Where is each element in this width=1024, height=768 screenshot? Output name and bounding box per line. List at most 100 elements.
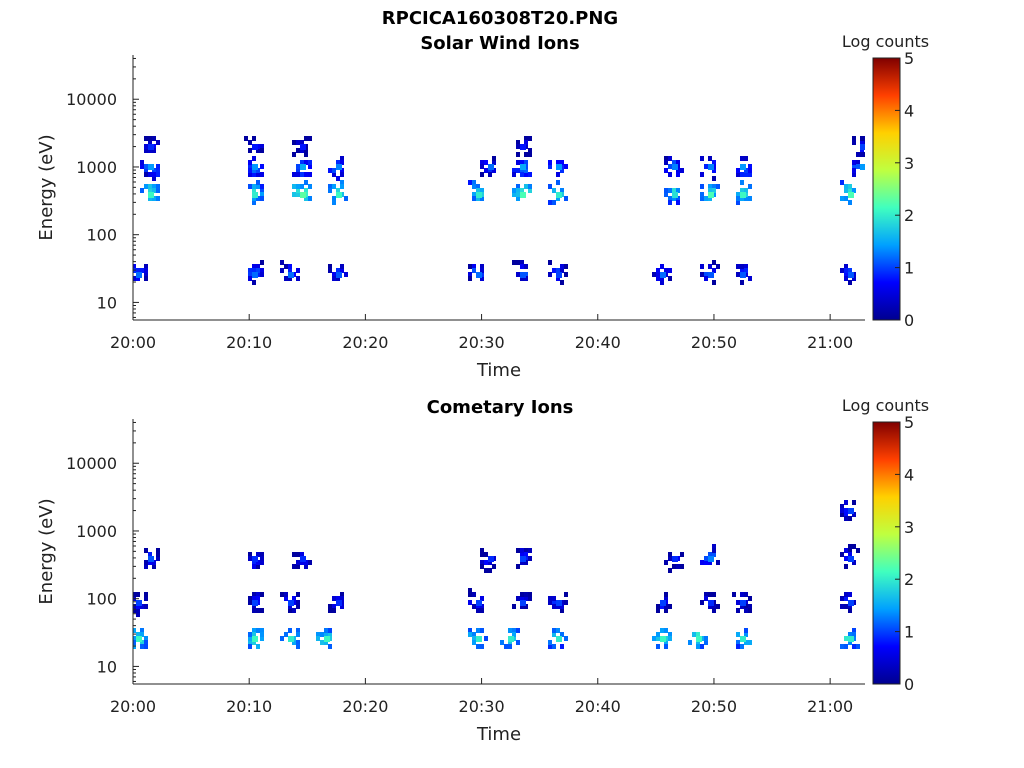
heatmap-cell — [548, 644, 552, 649]
x-tick-label: 20:00 — [110, 697, 156, 716]
heatmap-cell — [692, 632, 696, 637]
heatmap-cell — [844, 596, 848, 601]
y-tick-label: 1000 — [76, 522, 117, 541]
heatmap-cell — [840, 512, 844, 517]
heatmap-cell — [512, 168, 516, 173]
heatmap-cell — [708, 188, 712, 193]
heatmap-cell — [848, 592, 852, 597]
heatmap-cell — [340, 604, 344, 609]
heatmap-cell — [468, 628, 472, 633]
heatmap-blob — [328, 264, 348, 281]
heatmap-cell — [708, 184, 712, 189]
heatmap-cell — [248, 184, 252, 189]
heatmap-cell — [136, 604, 140, 609]
heatmap-cell — [864, 136, 865, 141]
heatmap-cell — [260, 268, 264, 273]
heatmap-cell — [156, 172, 160, 177]
colorbar-tick-label: 4 — [904, 465, 914, 484]
heatmap-cell — [560, 280, 564, 285]
heatmap-cell — [860, 140, 864, 145]
heatmap-cell — [840, 644, 844, 649]
heatmap-cell — [548, 200, 552, 205]
heatmap-cell — [252, 640, 256, 645]
heatmap-cell — [700, 272, 704, 277]
heatmap-blob — [688, 632, 708, 649]
heatmap-cell — [736, 608, 740, 613]
heatmap-cell — [736, 272, 740, 277]
heatmap-blob — [248, 552, 264, 569]
heatmap-cell — [660, 628, 664, 633]
heatmap-cell — [512, 604, 516, 609]
heatmap-blob — [516, 548, 532, 569]
heatmap-cell — [472, 632, 476, 637]
heatmap-cell — [680, 564, 684, 569]
heatmap-cell — [280, 268, 284, 273]
heatmap-cell — [484, 160, 488, 165]
heatmap-cell — [252, 560, 256, 565]
heatmap-cell — [244, 136, 248, 141]
heatmap-cell — [712, 592, 716, 597]
heatmap-cell — [512, 188, 516, 193]
heatmap-cell — [140, 644, 144, 649]
heatmap-cell — [520, 168, 524, 173]
heatmap-cell — [140, 604, 144, 609]
heatmap-cell — [148, 560, 152, 565]
heatmap-cell — [336, 160, 340, 165]
x-tick-label: 20:10 — [226, 333, 272, 352]
heatmap-cell — [548, 272, 552, 277]
heatmap-cell — [556, 268, 560, 273]
heatmap-cell — [472, 184, 476, 189]
heatmap-cell — [840, 268, 844, 273]
heatmap-cell — [468, 272, 472, 277]
heatmap-cell — [148, 196, 152, 201]
heatmap-cell — [136, 612, 140, 617]
heatmap-cell — [732, 592, 736, 597]
heatmap-cell — [848, 604, 852, 609]
colorbar — [872, 421, 901, 685]
heatmap-cell — [556, 172, 560, 177]
heatmap-cell — [528, 188, 532, 193]
heatmap-cell — [700, 644, 704, 649]
heatmap-cell — [296, 276, 300, 281]
colorbar-tick-label: 5 — [904, 413, 914, 432]
heatmap-cell — [560, 632, 564, 637]
heatmap-cell — [296, 188, 300, 193]
heatmap-cell — [248, 552, 252, 557]
heatmap-cell — [516, 168, 520, 173]
heatmap-blob — [292, 552, 312, 569]
heatmap-cell — [300, 184, 304, 189]
heatmap-cell — [156, 164, 160, 169]
heatmap-cell-core — [740, 164, 746, 170]
heatmap-cell — [332, 200, 336, 205]
heatmap-cell — [292, 184, 296, 189]
heatmap-cells — [133, 136, 865, 285]
heatmap-cell — [472, 192, 476, 197]
colorbar-label: Log counts — [842, 396, 929, 415]
heatmap-cell — [736, 644, 740, 649]
heatmap-cell — [133, 604, 136, 609]
heatmap-cell — [552, 600, 556, 605]
heatmap-cell — [664, 168, 668, 173]
heatmap-cell — [296, 172, 300, 177]
heatmap-cell — [252, 604, 256, 609]
heatmap-cell — [716, 560, 720, 565]
heatmap-cell — [256, 268, 260, 273]
heatmap-cell — [660, 280, 664, 285]
heatmap-cell — [848, 184, 852, 189]
heatmap-cell — [260, 196, 264, 201]
x-tick-label: 20:30 — [459, 697, 505, 716]
heatmap-cell — [852, 500, 856, 505]
heatmap-cell-core — [660, 272, 666, 278]
heatmap-cell — [664, 592, 668, 597]
heatmap-cell — [340, 168, 344, 173]
heatmap-cell-core — [660, 600, 666, 606]
heatmap-cell — [252, 264, 256, 269]
colorbar-tick-label: 5 — [904, 49, 914, 68]
heatmap-blob — [248, 180, 264, 205]
heatmap-cell — [144, 144, 148, 149]
heatmap-cell — [324, 632, 328, 637]
heatmap-cell — [672, 564, 676, 569]
heatmap-cell — [748, 596, 752, 601]
y-axis-label: Energy (eV) — [36, 498, 57, 604]
